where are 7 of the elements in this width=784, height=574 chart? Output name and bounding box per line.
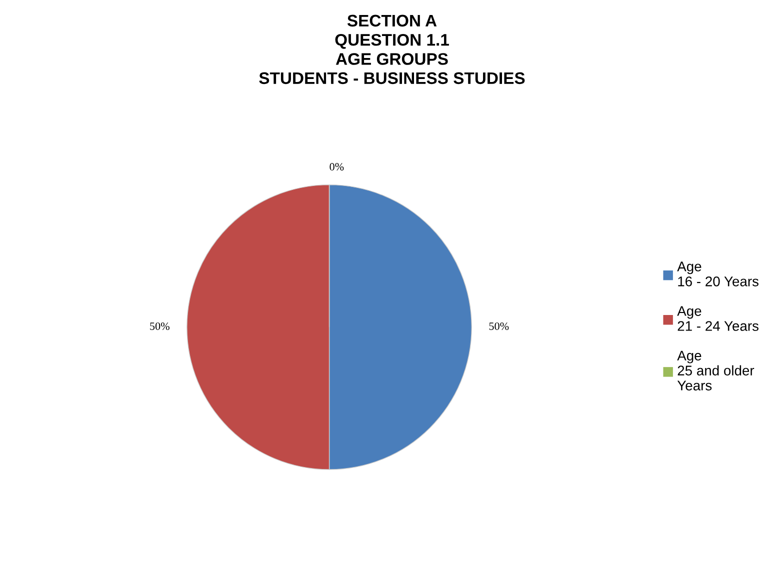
legend-label: Age 25 and older Years bbox=[677, 350, 754, 390]
legend-label: Age 16 - 20 Years bbox=[677, 262, 758, 286]
chart-title: SECTION A QUESTION 1.1 AGE GROUPS STUDENTS - BUSINESS STUDIES bbox=[259, 14, 525, 84]
data-label: 50% bbox=[150, 322, 170, 330]
data-label: 50% bbox=[489, 322, 509, 330]
text: 0% bbox=[330, 163, 344, 171]
legend-label: Age 21 - 24 Years bbox=[677, 306, 758, 331]
